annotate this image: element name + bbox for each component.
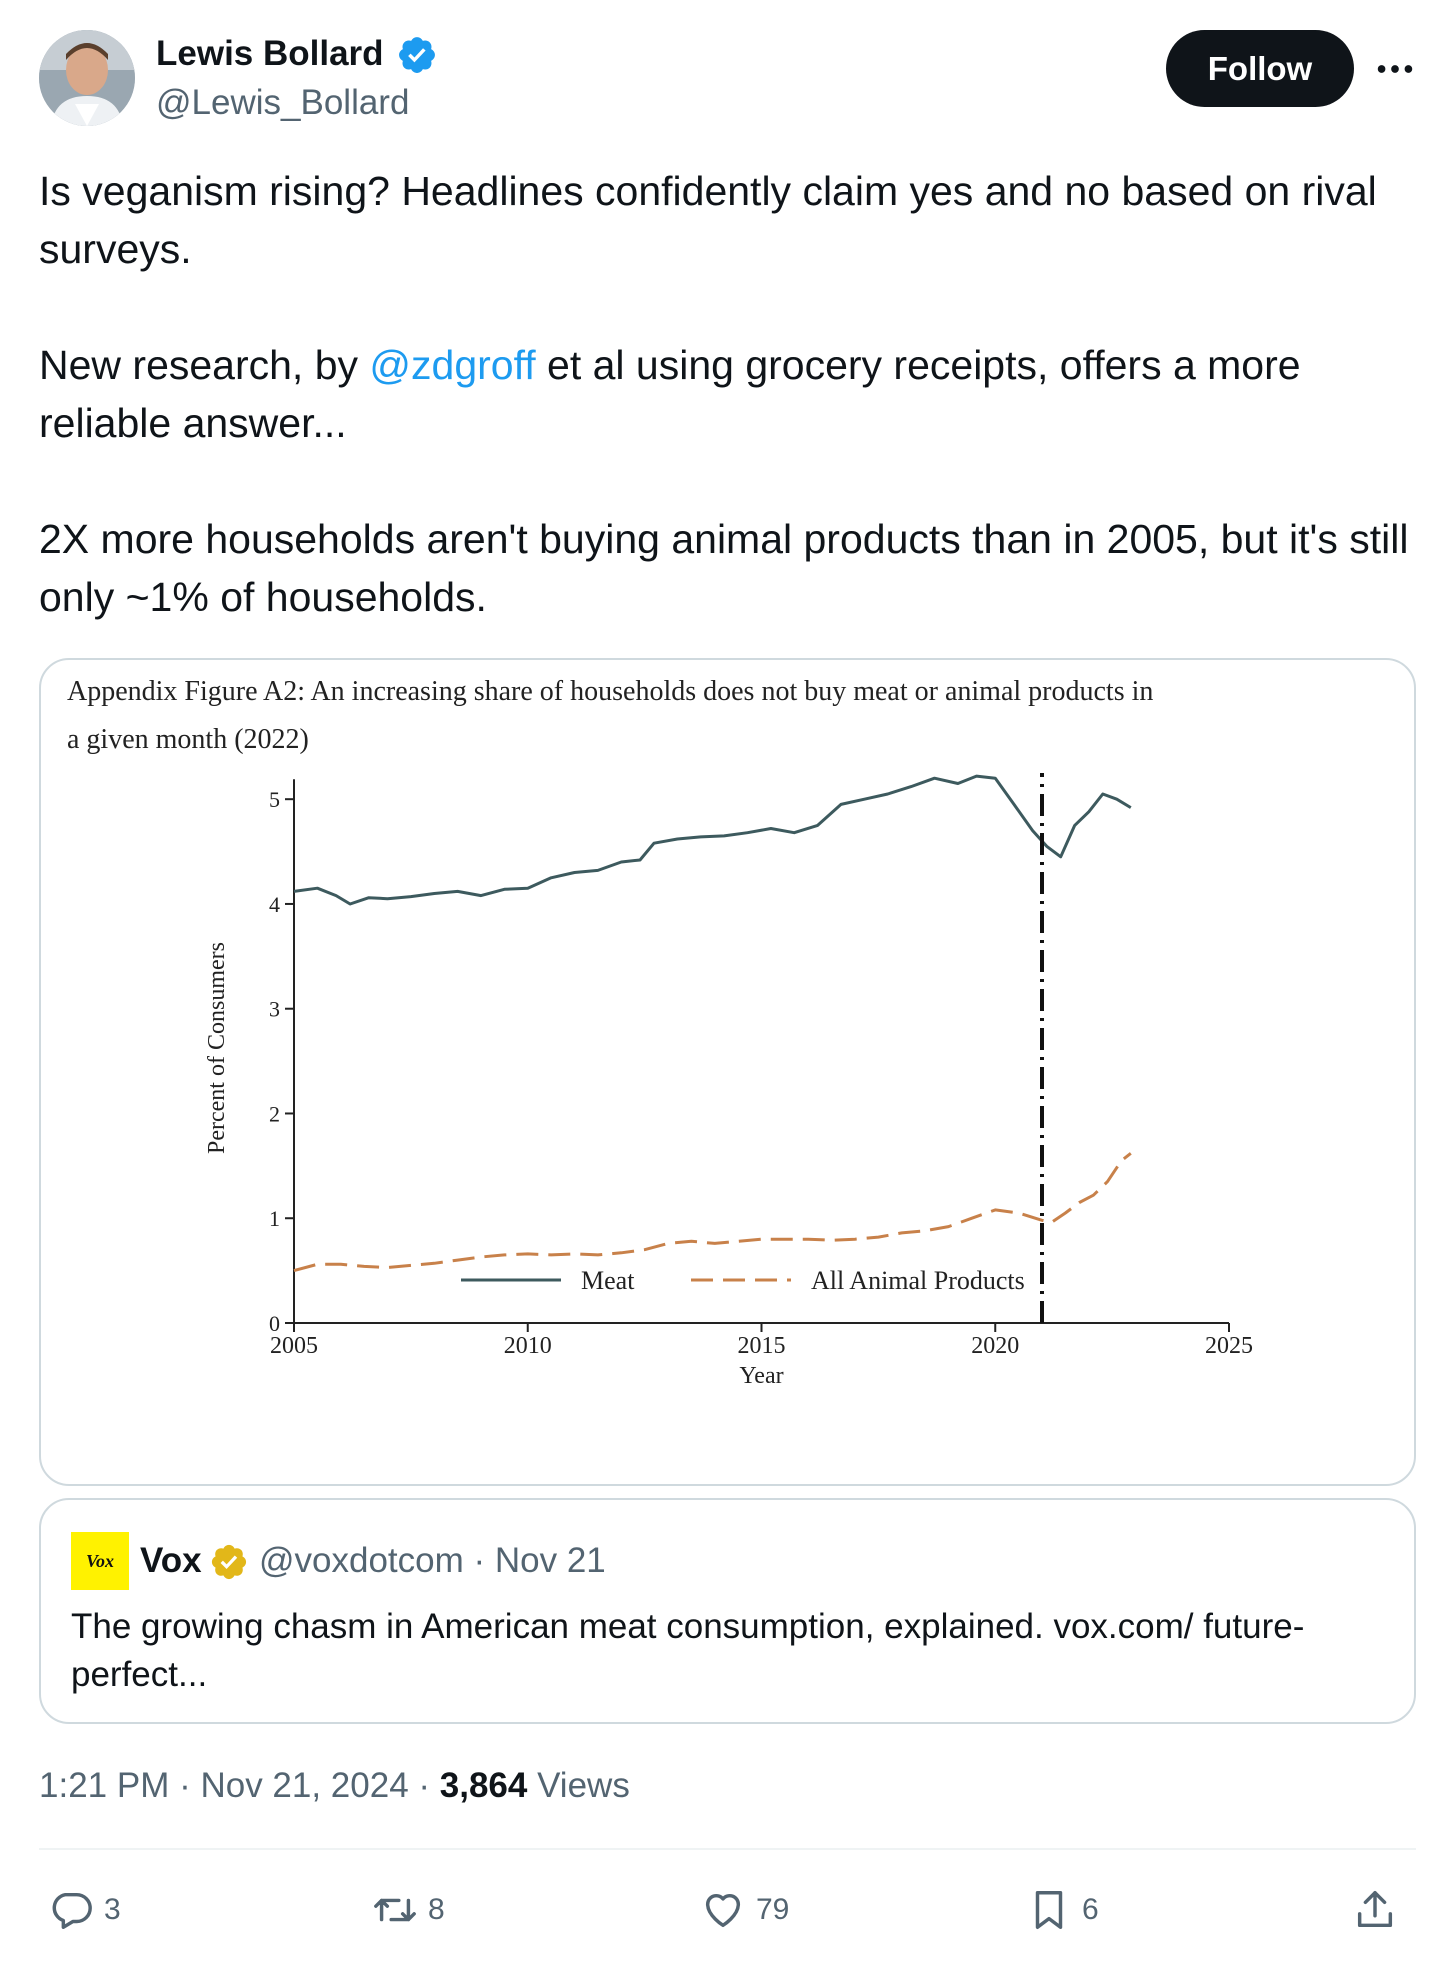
x-axis-label: Year <box>739 1363 783 1389</box>
x-tick-label: 2015 <box>738 1333 786 1359</box>
x-tick-label: 2005 <box>270 1333 318 1359</box>
views-label: Views <box>527 1766 630 1805</box>
tweet-text: Is veganism rising? Headlines confidentl… <box>39 162 1419 626</box>
mention-link[interactable]: @zdgroff <box>369 342 536 388</box>
more-options-icon[interactable] <box>1372 46 1418 92</box>
quote-tweet-card[interactable]: Vox Vox @voxdotcom · Nov 21 The growing … <box>39 1498 1416 1724</box>
chart: Appendix Figure A2: An increasing share … <box>67 676 1253 1389</box>
avatar[interactable] <box>39 30 135 126</box>
y-axis-label: Percent of Consumers <box>204 942 230 1154</box>
reply-icon <box>52 1892 92 1929</box>
y-tick-label: 0 <box>269 1311 280 1336</box>
quote-text: The growing chasm in American meat consu… <box>71 1607 1305 1694</box>
y-tick-label: 2 <box>269 1101 280 1126</box>
views-count: 3,864 <box>439 1766 528 1805</box>
tweet-meta: 1:21 PM · Nov 21, 2024 · 3,864 Views <box>39 1760 630 1812</box>
vox-logo: Vox <box>71 1532 129 1590</box>
chart-image-card[interactable]: Appendix Figure A2: An increasing share … <box>39 658 1416 1486</box>
x-tick-label: 2020 <box>971 1333 1019 1359</box>
avatar-image <box>39 30 135 126</box>
y-tick-label: 3 <box>269 997 280 1022</box>
verified-org-badge-icon <box>211 1544 247 1580</box>
like-button[interactable]: 79 <box>700 1880 789 1940</box>
author-name[interactable]: Lewis Bollard <box>156 34 384 73</box>
repost-count: 8 <box>428 1893 445 1926</box>
tweet-paragraph-1: Is veganism rising? Headlines confidentl… <box>39 168 1377 272</box>
animal-products-series-line <box>293 1152 1132 1273</box>
tweet-text-segment: et al using grocery receipts, offers a m… <box>39 342 1301 446</box>
reply-count: 3 <box>104 1893 121 1926</box>
repost-icon <box>374 1898 416 1922</box>
quote-handle-date[interactable]: @voxdotcom · Nov 21 <box>259 1541 606 1580</box>
heart-icon <box>705 1893 741 1928</box>
y-tick-label: 5 <box>269 787 280 812</box>
verified-badge-icon <box>399 37 435 73</box>
chart-axes <box>293 779 1229 1324</box>
chart-legend: Meat All Animal Products <box>461 1266 1025 1295</box>
bookmark-button[interactable]: 6 <box>1026 1880 1099 1940</box>
y-tick-label: 4 <box>269 892 280 917</box>
reply-button[interactable]: 3 <box>48 1880 121 1940</box>
like-count: 79 <box>756 1893 790 1926</box>
timestamp[interactable]: 1:21 PM · Nov 21, 2024 · <box>39 1766 440 1805</box>
chart-title-line-2: a given month (2022) <box>67 724 309 755</box>
tweet-paragraph-3: 2X more households aren't buying animal … <box>39 516 1409 620</box>
share-icon <box>1357 1891 1393 1928</box>
chart-title-line-1: Appendix Figure A2: An increasing share … <box>67 676 1153 707</box>
tweet-text-segment: New research, by <box>39 342 370 388</box>
x-tick-label: 2025 <box>1205 1333 1253 1359</box>
bookmark-count: 6 <box>1082 1893 1099 1926</box>
quote-author-name[interactable]: Vox <box>140 1541 202 1580</box>
divider <box>39 1848 1416 1850</box>
legend-meat-label: Meat <box>581 1266 635 1295</box>
follow-button[interactable]: Follow <box>1166 30 1354 107</box>
y-ticks: 0 1 2 3 4 5 <box>269 787 294 1336</box>
share-button[interactable] <box>1352 1880 1408 1940</box>
y-tick-label: 1 <box>269 1206 280 1231</box>
x-tick-label: 2010 <box>504 1333 552 1359</box>
meat-series-line <box>293 774 1132 906</box>
tweet-paragraph-2: New research, by @zdgroff et al using gr… <box>39 336 1419 452</box>
author-handle[interactable]: @Lewis_Bollard <box>156 83 410 122</box>
x-ticks: 2005 2010 2015 2020 2025 <box>270 1323 1253 1359</box>
repost-button[interactable]: 8 <box>372 1880 445 1940</box>
legend-animal-products-label: All Animal Products <box>811 1266 1025 1295</box>
bookmark-icon <box>1035 1891 1063 1929</box>
series-layer <box>293 774 1132 1273</box>
